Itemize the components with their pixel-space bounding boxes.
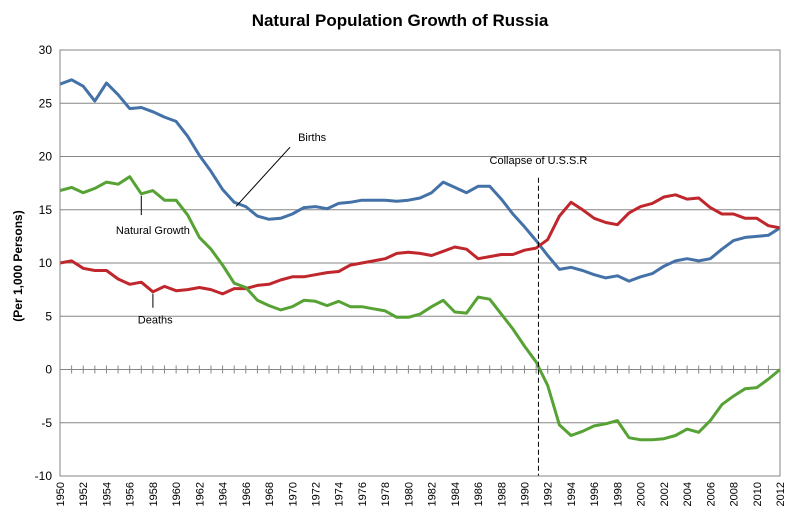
y-tick-label: 5 (45, 309, 52, 323)
series-line-births (59, 78, 781, 283)
x-tick-label: 1986 (473, 482, 485, 506)
y-axis-label: (Per 1,000 Persons) (11, 210, 25, 321)
x-tick-label: 1950 (55, 482, 67, 506)
x-tick-label: 1988 (496, 482, 508, 506)
x-tick-label: 1964 (218, 482, 230, 506)
x-tick-label: 1976 (357, 482, 369, 506)
plot-frame (59, 49, 781, 477)
deaths-annotation: Deaths (138, 315, 173, 327)
x-tick-label: 1998 (612, 482, 624, 506)
x-tick-label: 2012 (775, 482, 787, 506)
y-tick-label: 15 (39, 203, 53, 217)
y-tick-label: 10 (39, 256, 53, 270)
x-tick-label: 2006 (705, 482, 717, 506)
y-tick-label: 25 (39, 96, 53, 110)
x-tick-label: 1966 (241, 482, 253, 506)
x-tick-label: 1970 (287, 482, 299, 506)
x-axis (59, 365, 781, 374)
y-tick-label: 30 (39, 43, 53, 57)
x-tick-label: 1996 (589, 482, 601, 506)
x-tick-label: 1992 (543, 482, 555, 506)
x-tick-label: 1968 (264, 482, 276, 506)
x-tick-label: 1994 (566, 482, 578, 506)
x-tick-label: 1974 (334, 482, 346, 506)
y-tick-label: -10 (35, 469, 53, 483)
x-tick-label: 1956 (125, 482, 137, 506)
x-tick-label: 2002 (659, 482, 671, 506)
annotations: Births Natural Growth Deaths Collapse of U.… (116, 132, 588, 476)
x-tick-label: 1958 (148, 482, 160, 506)
x-tick-label: 2010 (752, 482, 764, 506)
chart-title: Natural Population Growth of Russia (252, 11, 549, 30)
series-line-natural-growth (59, 175, 781, 442)
births-leader-line (235, 146, 291, 207)
y-tick-label: 20 (39, 150, 53, 164)
x-tick-label: 1980 (403, 482, 415, 506)
x-tick-label: 1972 (310, 482, 322, 506)
x-tick-label: 1952 (78, 482, 90, 506)
x-tick-label: 2004 (682, 482, 694, 506)
series-line-deaths (59, 193, 781, 296)
x-tick-label: 1982 (427, 482, 439, 506)
natural-growth-annotation: Natural Growth (116, 225, 190, 237)
births-annotation: Births (298, 132, 327, 144)
x-tick-label: 1990 (520, 482, 532, 506)
x-tick-label: 1978 (380, 482, 392, 506)
x-tick-label: 1960 (171, 482, 183, 506)
x-tick-labels: 1950 1952 1954 1956 1958 1960 1962 1964 1966 1968… (55, 482, 787, 506)
x-tick-label: 2000 (636, 482, 648, 506)
y-tick-label: 0 (45, 363, 52, 377)
y-tick-label: -5 (41, 416, 52, 430)
x-tick-label: 1962 (194, 482, 206, 506)
ussr-collapse-annotation: Collapse of U.S.S.R (490, 155, 588, 167)
x-tick-label: 2008 (729, 482, 741, 506)
series-lines (59, 78, 781, 442)
x-tick-label: 1954 (101, 482, 113, 506)
x-tick-label: 1984 (450, 482, 462, 506)
y-tick-labels: 30 25 20 15 10 5 0 -5 -10 (35, 43, 53, 483)
